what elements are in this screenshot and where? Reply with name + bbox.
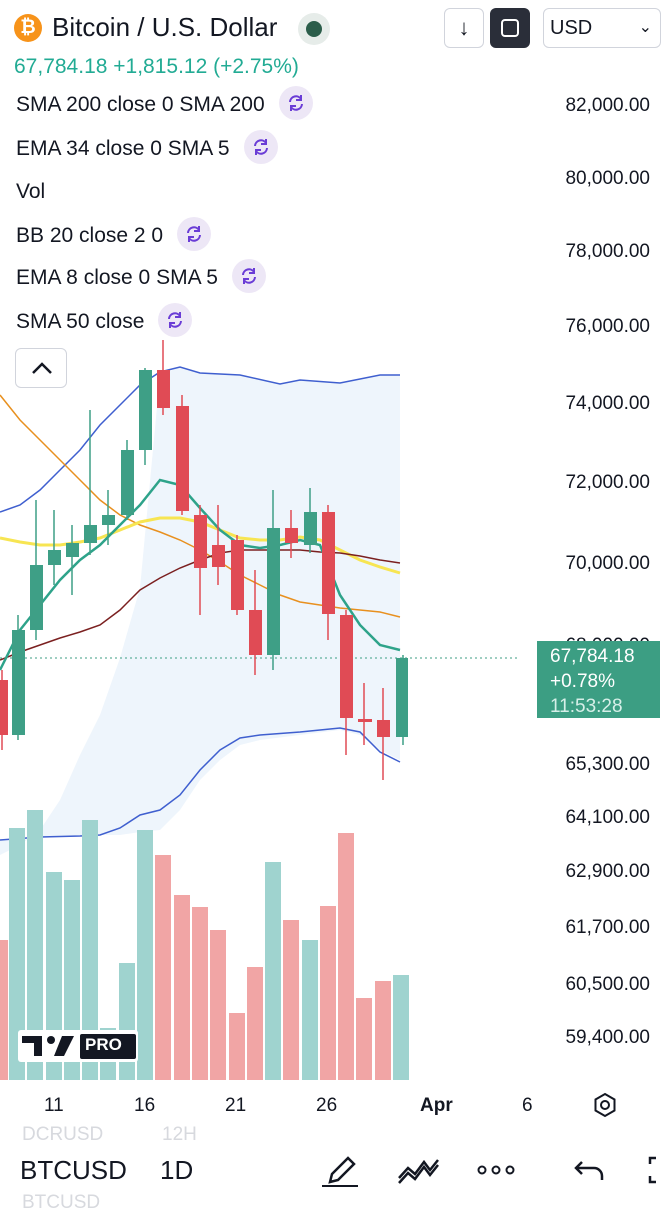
- candles: [0, 340, 408, 780]
- current-price-change: +0.78%: [550, 671, 615, 692]
- fullscreen-bottom-button[interactable]: [640, 1150, 670, 1190]
- indicator-sma200[interactable]: SMA 200 close 0 SMA 200: [16, 86, 313, 123]
- price-tick: 65,300.00: [565, 754, 650, 775]
- pen-icon: [322, 1156, 358, 1187]
- watchlist-symbol-next[interactable]: BTCUSD: [22, 1192, 101, 1213]
- indicator-label: EMA 34 close 0 SMA 5: [16, 137, 230, 160]
- indicator-label: BB 20 close 2 0: [16, 224, 164, 247]
- current-price-label: 67,784.18 +0.78% 11:53:28: [537, 641, 660, 718]
- watchlist-symbol-prev[interactable]: DCRUSD: [22, 1124, 104, 1145]
- indicator-sma50[interactable]: SMA 50 close: [16, 303, 193, 340]
- interval-picker[interactable]: 1D: [160, 1155, 194, 1185]
- scroll-to-latest-button[interactable]: ↓: [444, 8, 484, 48]
- indicator-ema34[interactable]: EMA 34 close 0 SMA 5: [16, 130, 278, 167]
- bar-countdown: 11:53:28: [550, 696, 623, 717]
- price-tick: 80,000.00: [565, 168, 650, 189]
- symbol-title[interactable]: Bitcoin / U.S. Dollar: [52, 12, 278, 42]
- date-tick-month: Apr: [420, 1095, 453, 1116]
- date-tick: 21: [225, 1095, 247, 1116]
- price-tick: 78,000.00: [565, 241, 650, 262]
- drawing-tool-button[interactable]: [318, 1150, 362, 1190]
- indicators-button[interactable]: [396, 1150, 440, 1190]
- price-tick: 59,400.00: [565, 1027, 650, 1048]
- indicator-label: Vol: [16, 180, 46, 203]
- refresh-icon[interactable]: [231, 259, 266, 294]
- current-price-value: 67,784.18: [550, 646, 635, 667]
- indicator-vol[interactable]: Vol: [16, 174, 45, 210]
- chevron-up-icon: [32, 362, 52, 374]
- price-tick: 62,900.00: [565, 861, 650, 882]
- refresh-icon[interactable]: [243, 130, 278, 165]
- watchlist-interval-prev[interactable]: 12H: [162, 1124, 197, 1145]
- date-tick: 16: [134, 1095, 156, 1116]
- indicator-bb[interactable]: BB 20 close 2 0: [16, 217, 212, 254]
- price-tick: 61,700.00: [565, 917, 650, 938]
- market-status-icon[interactable]: [298, 13, 330, 45]
- price-chart[interactable]: [0, 340, 520, 1090]
- date-tick: 11: [44, 1095, 64, 1116]
- indicator-label: EMA 8 close 0 SMA 5: [16, 266, 218, 289]
- price-tick: 74,000.00: [565, 393, 650, 414]
- price-tick: 82,000.00: [565, 95, 650, 116]
- orange-ma-line: [0, 394, 401, 618]
- chart-line-icon: [398, 1159, 439, 1184]
- refresh-icon[interactable]: [177, 217, 212, 252]
- refresh-icon[interactable]: [278, 86, 313, 121]
- undo-button[interactable]: [570, 1150, 614, 1190]
- more-button[interactable]: [474, 1150, 518, 1190]
- tradingview-pro-logo: PRO: [18, 1030, 138, 1062]
- price-tick: 70,000.00: [565, 553, 650, 574]
- logo-pro-text: PRO: [85, 1035, 122, 1054]
- price-axis[interactable]: 82,000.00 80,000.00 78,000.00 76,000.00 …: [520, 60, 670, 1090]
- indicator-ema8[interactable]: EMA 8 close 0 SMA 5: [16, 259, 266, 296]
- price-change-line: 67,784.18 +1,815.12 (+2.75%): [14, 55, 299, 78]
- currency-select[interactable]: USD ⌄: [543, 8, 661, 48]
- bitcoin-icon: ₿: [14, 14, 42, 42]
- date-tick: 6: [522, 1095, 533, 1116]
- indicator-label: SMA 200 close 0 SMA 200: [16, 93, 265, 116]
- undo-icon: [574, 1161, 604, 1180]
- symbol-picker[interactable]: BTCUSD: [20, 1155, 127, 1185]
- refresh-icon[interactable]: [158, 303, 193, 338]
- price-tick: 60,500.00: [565, 974, 650, 995]
- currency-value: USD: [550, 17, 593, 39]
- date-tick: 26: [316, 1095, 338, 1116]
- price-tick: 64,100.00: [565, 807, 650, 828]
- date-axis[interactable]: 11 16 21 26 Apr 6: [0, 1090, 670, 1122]
- chevron-down-icon: ⌄: [638, 19, 652, 36]
- more-icon: [477, 1165, 515, 1175]
- fullscreen-button[interactable]: [490, 8, 530, 48]
- expand-icon: [648, 1156, 656, 1184]
- indicator-label: SMA 50 close: [16, 310, 145, 333]
- chart-settings-icon[interactable]: [592, 1092, 618, 1124]
- price-tick: 76,000.00: [565, 316, 650, 337]
- collapse-legend-button[interactable]: [15, 348, 67, 388]
- price-tick: 72,000.00: [565, 472, 650, 493]
